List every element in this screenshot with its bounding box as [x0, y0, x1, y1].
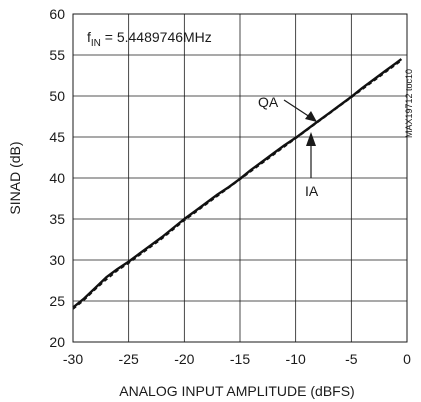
y-tick-label: 20	[49, 334, 65, 350]
y-axis-title: SINAD (dB)	[7, 141, 23, 214]
condition-label: fIN = 5.4489746MHz	[87, 29, 212, 49]
annotation-qa-arrowhead	[305, 111, 317, 122]
x-tick-labels: -30 -25 -20 -15 -10 -5 0	[63, 351, 411, 367]
x-axis-title: ANALOG INPUT AMPLITUDE (dBFS)	[119, 383, 354, 399]
x-tick-label: 0	[403, 351, 411, 367]
x-tick-label: -20	[174, 351, 194, 367]
y-tick-label: 25	[49, 293, 65, 309]
annotation-qa-label: QA	[258, 94, 279, 110]
x-tick-label: -25	[119, 351, 139, 367]
y-tick-label: 30	[49, 252, 65, 268]
condition-label-subscript: IN	[91, 38, 101, 49]
x-tick-label: -30	[63, 351, 83, 367]
y-tick-label: 50	[49, 88, 65, 104]
condition-label-value: = 5.4489746MHz	[101, 29, 212, 45]
annotation-ia-label: IA	[305, 183, 319, 199]
annotations: QA IA	[258, 94, 319, 199]
figure-id-label: MAX19712 toc10	[404, 69, 414, 138]
plot-frame	[72, 13, 408, 343]
y-tick-labels: 20 25 30 35 40 45 50 55 60	[49, 6, 65, 350]
series-line-ia	[72, 60, 402, 310]
x-tick-label: -5	[345, 351, 358, 367]
y-tick-label: 40	[49, 170, 65, 186]
x-tick-label: -15	[230, 351, 250, 367]
y-tick-label: 55	[49, 47, 65, 63]
x-tick-label: -10	[286, 351, 306, 367]
y-tick-label: 60	[49, 6, 65, 22]
condition-label-prefix: f	[87, 29, 91, 45]
annotation-ia-arrowhead	[306, 132, 316, 146]
y-tick-label: 35	[49, 211, 65, 227]
y-tick-label: 45	[49, 129, 65, 145]
series-layer	[72, 58, 403, 310]
